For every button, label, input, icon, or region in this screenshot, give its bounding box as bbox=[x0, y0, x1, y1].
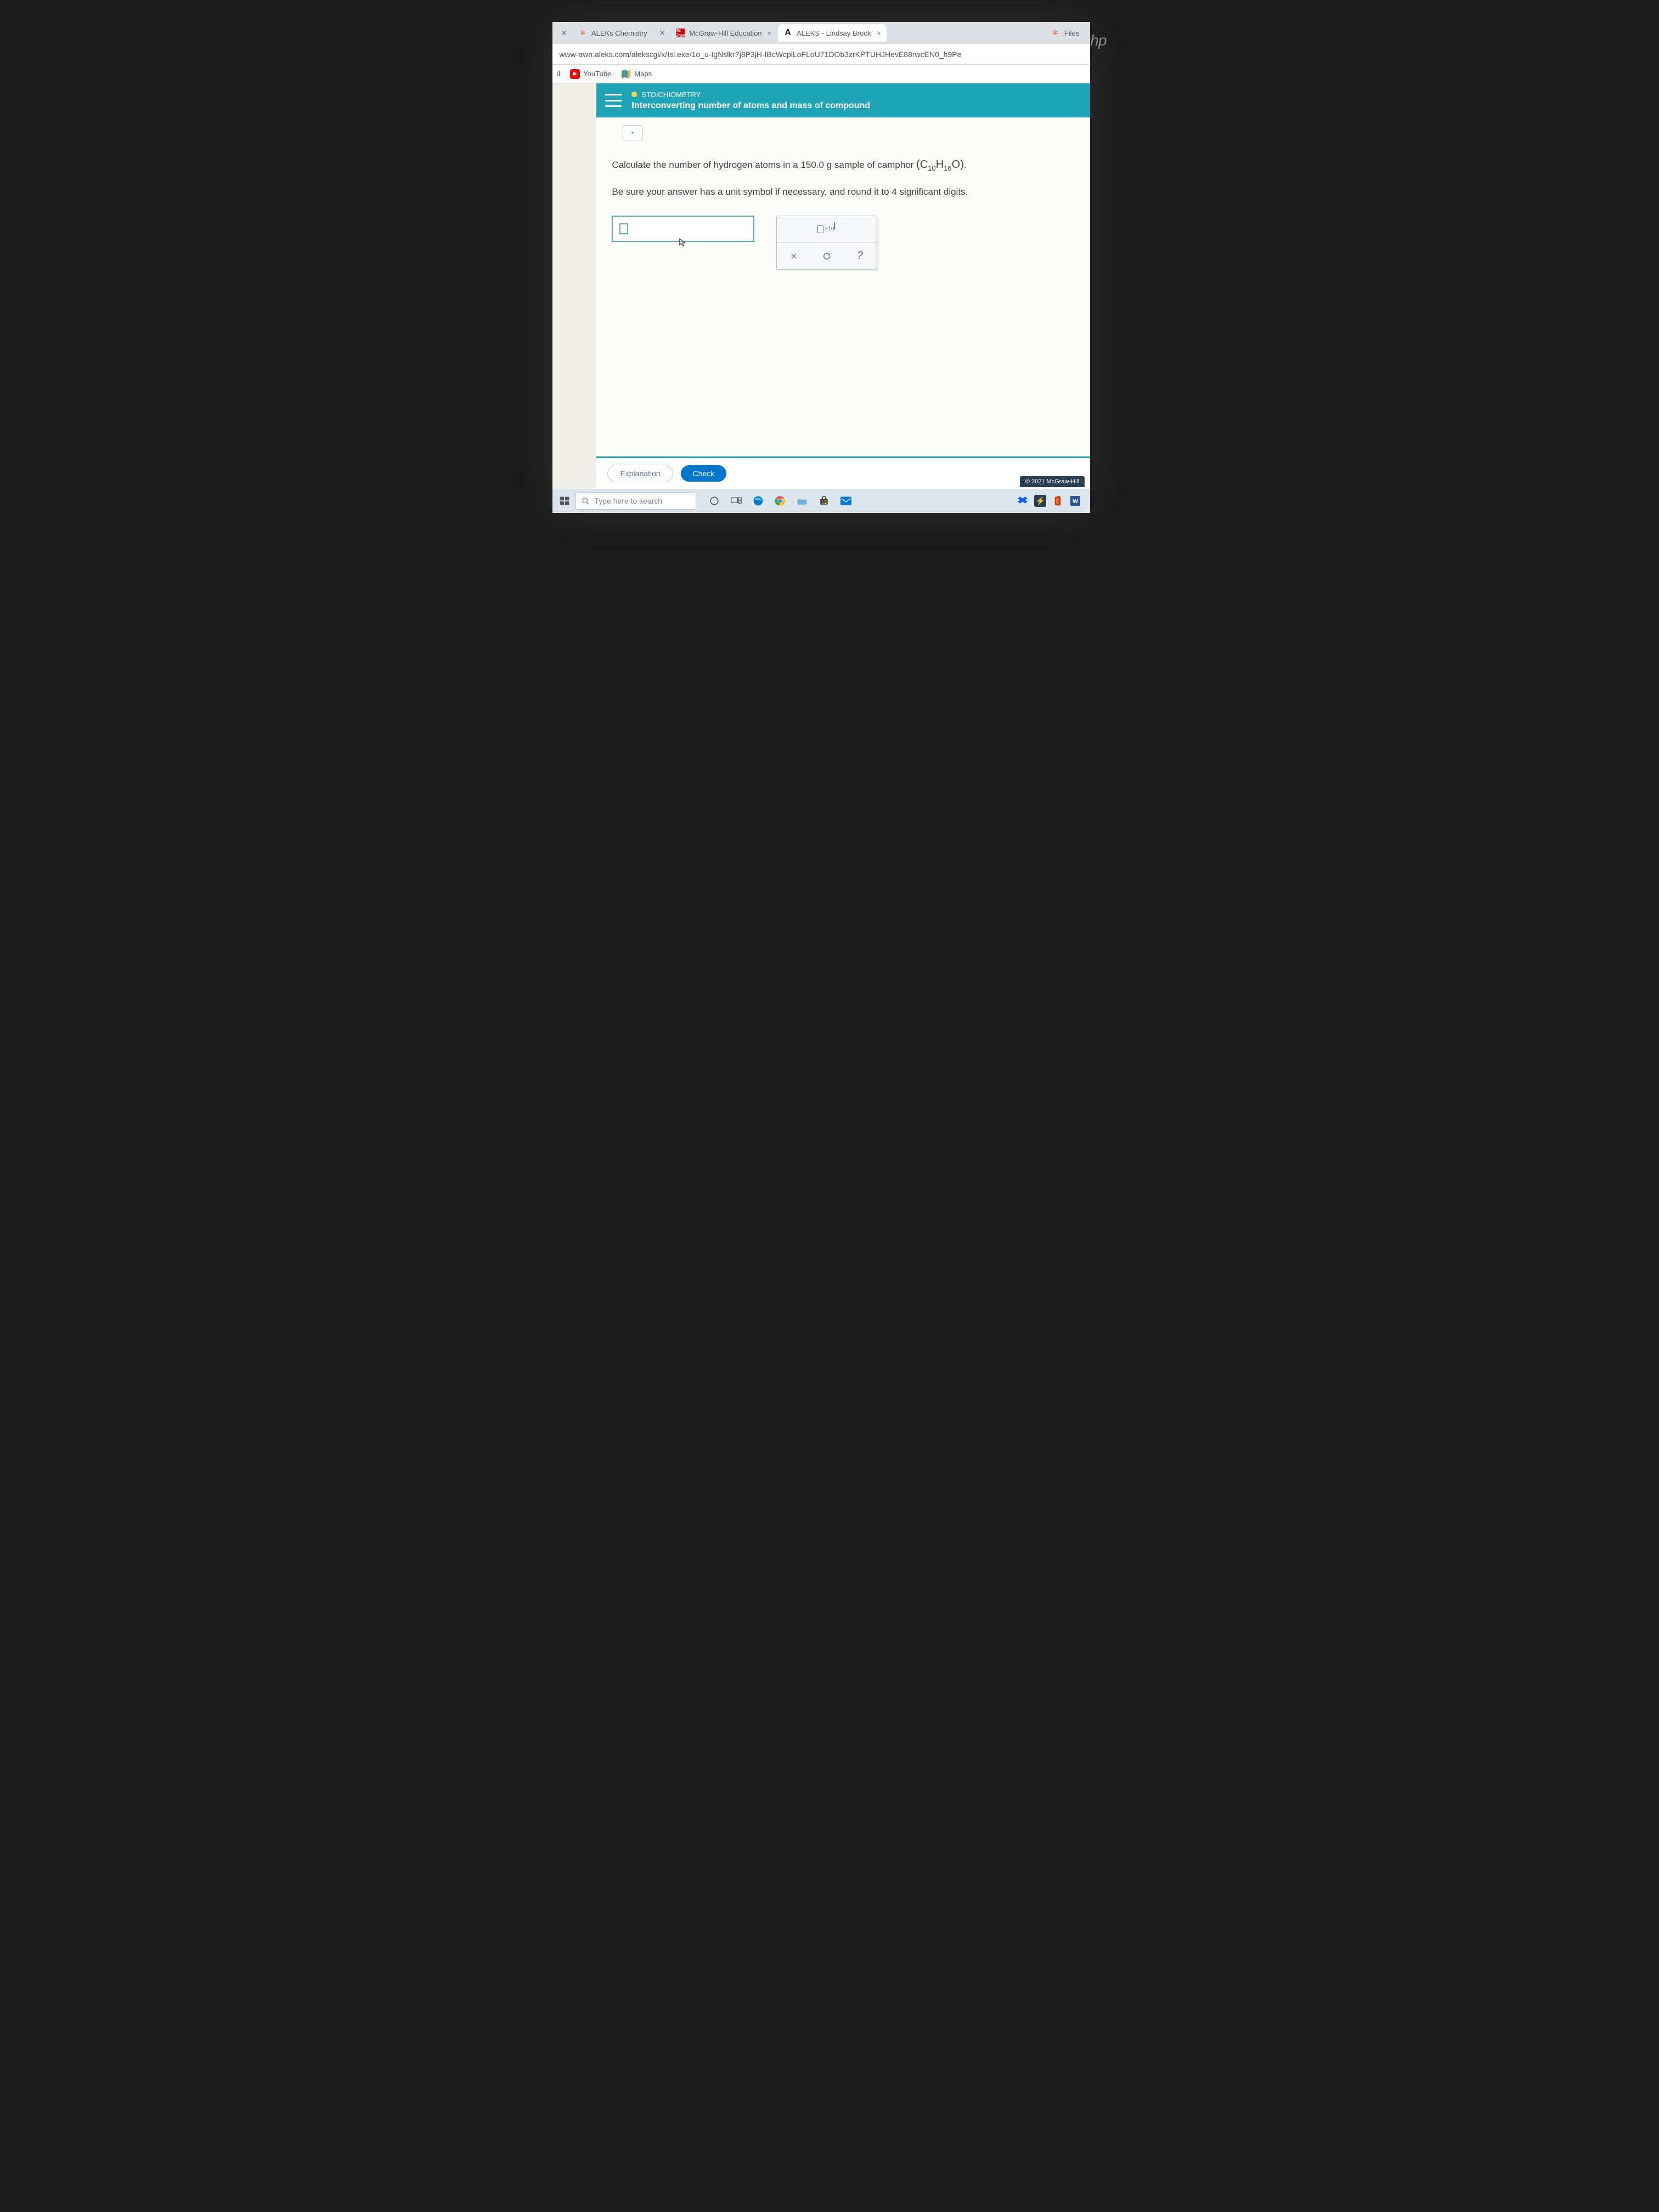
undo-icon bbox=[822, 251, 832, 261]
chrome-icon[interactable] bbox=[772, 493, 788, 509]
x-icon bbox=[789, 252, 798, 261]
bottom-action-bar: Explanation Check bbox=[596, 456, 1090, 489]
topic-dropdown-toggle[interactable] bbox=[623, 125, 642, 140]
file-explorer-icon[interactable] bbox=[794, 493, 810, 509]
chemical-formula: (C10H16O) bbox=[916, 159, 964, 171]
mail-icon[interactable] bbox=[838, 493, 854, 509]
instruction-text: Be sure your answer has a unit symbol if… bbox=[612, 184, 1075, 199]
aleks-favicon: A bbox=[783, 29, 792, 37]
aleks-app: STOICHIOMETRY Interconverting number of … bbox=[552, 83, 1090, 489]
tab-close-icon[interactable]: × bbox=[877, 29, 881, 37]
edge-icon[interactable] bbox=[750, 493, 766, 509]
question-prefix: Calculate the number of hydrogen atoms i… bbox=[612, 160, 800, 170]
copyright-text: © 2021 McGraw-Hill bbox=[1020, 476, 1085, 487]
svg-text:W: W bbox=[1073, 498, 1078, 505]
reset-button[interactable] bbox=[817, 249, 836, 264]
bookmarks-bar: il ▶ YouTube Maps bbox=[552, 65, 1090, 83]
word-tray-icon[interactable]: W bbox=[1069, 495, 1081, 507]
tab-label: McGraw-Hill Education bbox=[689, 29, 761, 37]
url-text: www-awn.aleks.com/alekscgi/x/Isl.exe/1o_… bbox=[559, 50, 961, 59]
browser-tab-aleks-active[interactable]: A ALEKS - Lindsay Brook × bbox=[778, 24, 886, 42]
close-tab-x[interactable]: × bbox=[654, 27, 671, 39]
taskbar-pinned-apps bbox=[706, 493, 854, 509]
tab-label: ALEKs Chemistry bbox=[591, 29, 647, 37]
youtube-icon: ▶ bbox=[570, 69, 580, 79]
windows-icon bbox=[559, 495, 570, 506]
bookmark-youtube[interactable]: ▶ YouTube bbox=[570, 69, 611, 79]
search-icon bbox=[582, 497, 590, 505]
office-tray-icon[interactable] bbox=[1052, 495, 1064, 507]
bookmark-il[interactable]: il bbox=[557, 70, 560, 78]
dropbox-tray-icon[interactable] bbox=[1017, 495, 1029, 507]
browser-tab-aleks-chemistry[interactable]: ✻ ALEKs Chemistry bbox=[573, 24, 653, 42]
topic-category: STOICHIOMETRY bbox=[631, 91, 870, 99]
windows-taskbar: Type here to search ⚡ W bbox=[552, 489, 1090, 513]
taskbar-search[interactable]: Type here to search bbox=[575, 492, 696, 510]
close-tab-x[interactable]: × bbox=[556, 27, 573, 39]
question-area: Calculate the number of hydrogen atoms i… bbox=[596, 140, 1090, 210]
cursor-icon bbox=[678, 236, 820, 251]
hp-device-logo: hp bbox=[1090, 22, 1106, 513]
question-text: Calculate the number of hydrogen atoms i… bbox=[612, 156, 1075, 174]
topic-title: Interconverting number of atoms and mass… bbox=[631, 101, 870, 111]
scientific-notation-button[interactable]: ×10 bbox=[817, 222, 836, 237]
bookmark-maps[interactable]: Maps bbox=[621, 69, 652, 79]
mass-value: 150.0 g bbox=[800, 160, 832, 170]
address-bar[interactable]: www-awn.aleks.com/alekscgi/x/Isl.exe/1o_… bbox=[552, 44, 1090, 65]
maps-icon bbox=[621, 69, 631, 79]
search-placeholder: Type here to search bbox=[594, 496, 662, 505]
topic-bar: STOICHIOMETRY Interconverting number of … bbox=[596, 83, 1090, 117]
period: . bbox=[964, 160, 967, 170]
content-panel: STOICHIOMETRY Interconverting number of … bbox=[596, 83, 1090, 489]
answer-placeholder-icon bbox=[619, 223, 628, 234]
check-button[interactable]: Check bbox=[681, 465, 727, 482]
category-label: STOICHIOMETRY bbox=[641, 91, 701, 99]
cortana-icon[interactable] bbox=[706, 493, 723, 509]
category-dot-icon bbox=[631, 92, 637, 97]
question-mid: sample of camphor bbox=[832, 160, 916, 170]
aleks-chem-favicon: ✻ bbox=[578, 29, 587, 37]
explanation-button[interactable]: Explanation bbox=[607, 465, 673, 482]
store-icon[interactable] bbox=[816, 493, 832, 509]
left-rail bbox=[552, 83, 596, 489]
content-spacer bbox=[596, 292, 1090, 456]
system-tray: ⚡ W bbox=[1017, 495, 1086, 507]
bookmark-label: Maps bbox=[634, 70, 652, 78]
topic-text: STOICHIOMETRY Interconverting number of … bbox=[631, 91, 870, 111]
browser-tab-strip: × ✻ ALEKs Chemistry × McGraw McGraw-Hill… bbox=[552, 22, 1090, 44]
tab-label: ALEKS - Lindsay Brook bbox=[797, 29, 871, 37]
help-button[interactable]: ? bbox=[850, 249, 869, 264]
browser-tab-mcgraw[interactable]: McGraw McGraw-Hill Education × bbox=[670, 24, 777, 42]
lightning-tray-icon[interactable]: ⚡ bbox=[1034, 495, 1046, 507]
question-mark-icon: ? bbox=[857, 250, 863, 262]
task-view-icon[interactable] bbox=[728, 493, 744, 509]
menu-button[interactable] bbox=[605, 94, 622, 107]
chevron-down-icon bbox=[629, 129, 636, 137]
files-label: Files bbox=[1064, 29, 1079, 37]
files-favicon: ✻ bbox=[1052, 29, 1061, 37]
files-tab[interactable]: ✻ Files bbox=[1045, 24, 1087, 42]
mcgraw-favicon: McGraw bbox=[676, 29, 685, 37]
answer-row: ×10 ? bbox=[596, 210, 1090, 292]
bookmark-label: YouTube bbox=[583, 70, 611, 78]
tab-close-icon[interactable]: × bbox=[768, 29, 772, 37]
start-button[interactable] bbox=[557, 493, 572, 509]
bookmark-label: il bbox=[557, 70, 560, 78]
